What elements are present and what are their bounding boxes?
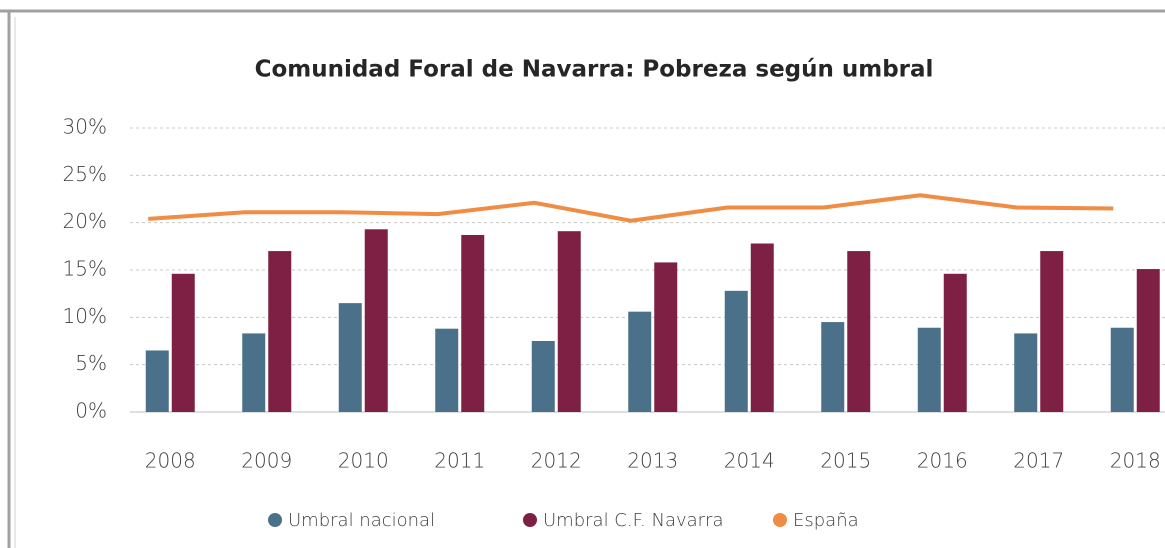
bar xyxy=(242,333,266,412)
bar xyxy=(171,273,195,412)
bar xyxy=(1136,269,1160,412)
bar xyxy=(531,341,555,412)
x-tick-label: 2009 xyxy=(241,449,292,473)
bar xyxy=(557,231,581,412)
legend-marker xyxy=(268,513,282,527)
bar xyxy=(847,251,871,412)
line xyxy=(148,193,1114,223)
x-tick-label: 2010 xyxy=(338,449,389,473)
legend-marker xyxy=(773,513,787,527)
bar xyxy=(724,290,748,412)
chart-title: Comunidad Foral de Navarra: Pobreza segú… xyxy=(255,57,934,83)
x-tick-label: 2015 xyxy=(820,449,871,473)
bar xyxy=(628,311,652,412)
legend-label: España xyxy=(793,510,859,531)
y-tick-label: 5% xyxy=(75,351,107,375)
x-tick-label: 2012 xyxy=(531,449,582,473)
y-tick-label: 20% xyxy=(63,209,107,233)
x-tick-label: 2014 xyxy=(724,449,775,473)
bar xyxy=(1040,251,1064,412)
bar xyxy=(338,303,362,412)
x-tick-label: 2016 xyxy=(917,449,968,473)
bar xyxy=(1014,333,1038,412)
x-tick-label: 2018 xyxy=(1110,449,1161,473)
bar xyxy=(1110,327,1134,412)
bar xyxy=(435,328,459,412)
y-tick-label: 0% xyxy=(75,399,107,423)
x-tick-label: 2008 xyxy=(145,449,196,473)
bar xyxy=(654,262,678,412)
y-tick-label: 15% xyxy=(63,257,107,281)
y-tick-label: 30% xyxy=(63,115,107,139)
bar xyxy=(145,350,169,412)
x-tick-label: 2011 xyxy=(434,449,485,473)
y-tick-label: 10% xyxy=(63,304,107,328)
legend-label: Umbral C.F. Navarra xyxy=(543,510,724,531)
bar xyxy=(461,234,485,412)
bar xyxy=(821,322,845,412)
bar xyxy=(917,327,941,412)
bar xyxy=(943,273,967,412)
legend-label: Umbral nacional xyxy=(288,510,435,531)
y-tick-label: 25% xyxy=(63,162,107,186)
bar xyxy=(750,243,774,412)
legend-marker xyxy=(523,513,537,527)
x-tick-label: 2013 xyxy=(627,449,678,473)
x-tick-label: 2017 xyxy=(1013,449,1064,473)
bar xyxy=(364,229,388,412)
bar xyxy=(268,251,292,412)
